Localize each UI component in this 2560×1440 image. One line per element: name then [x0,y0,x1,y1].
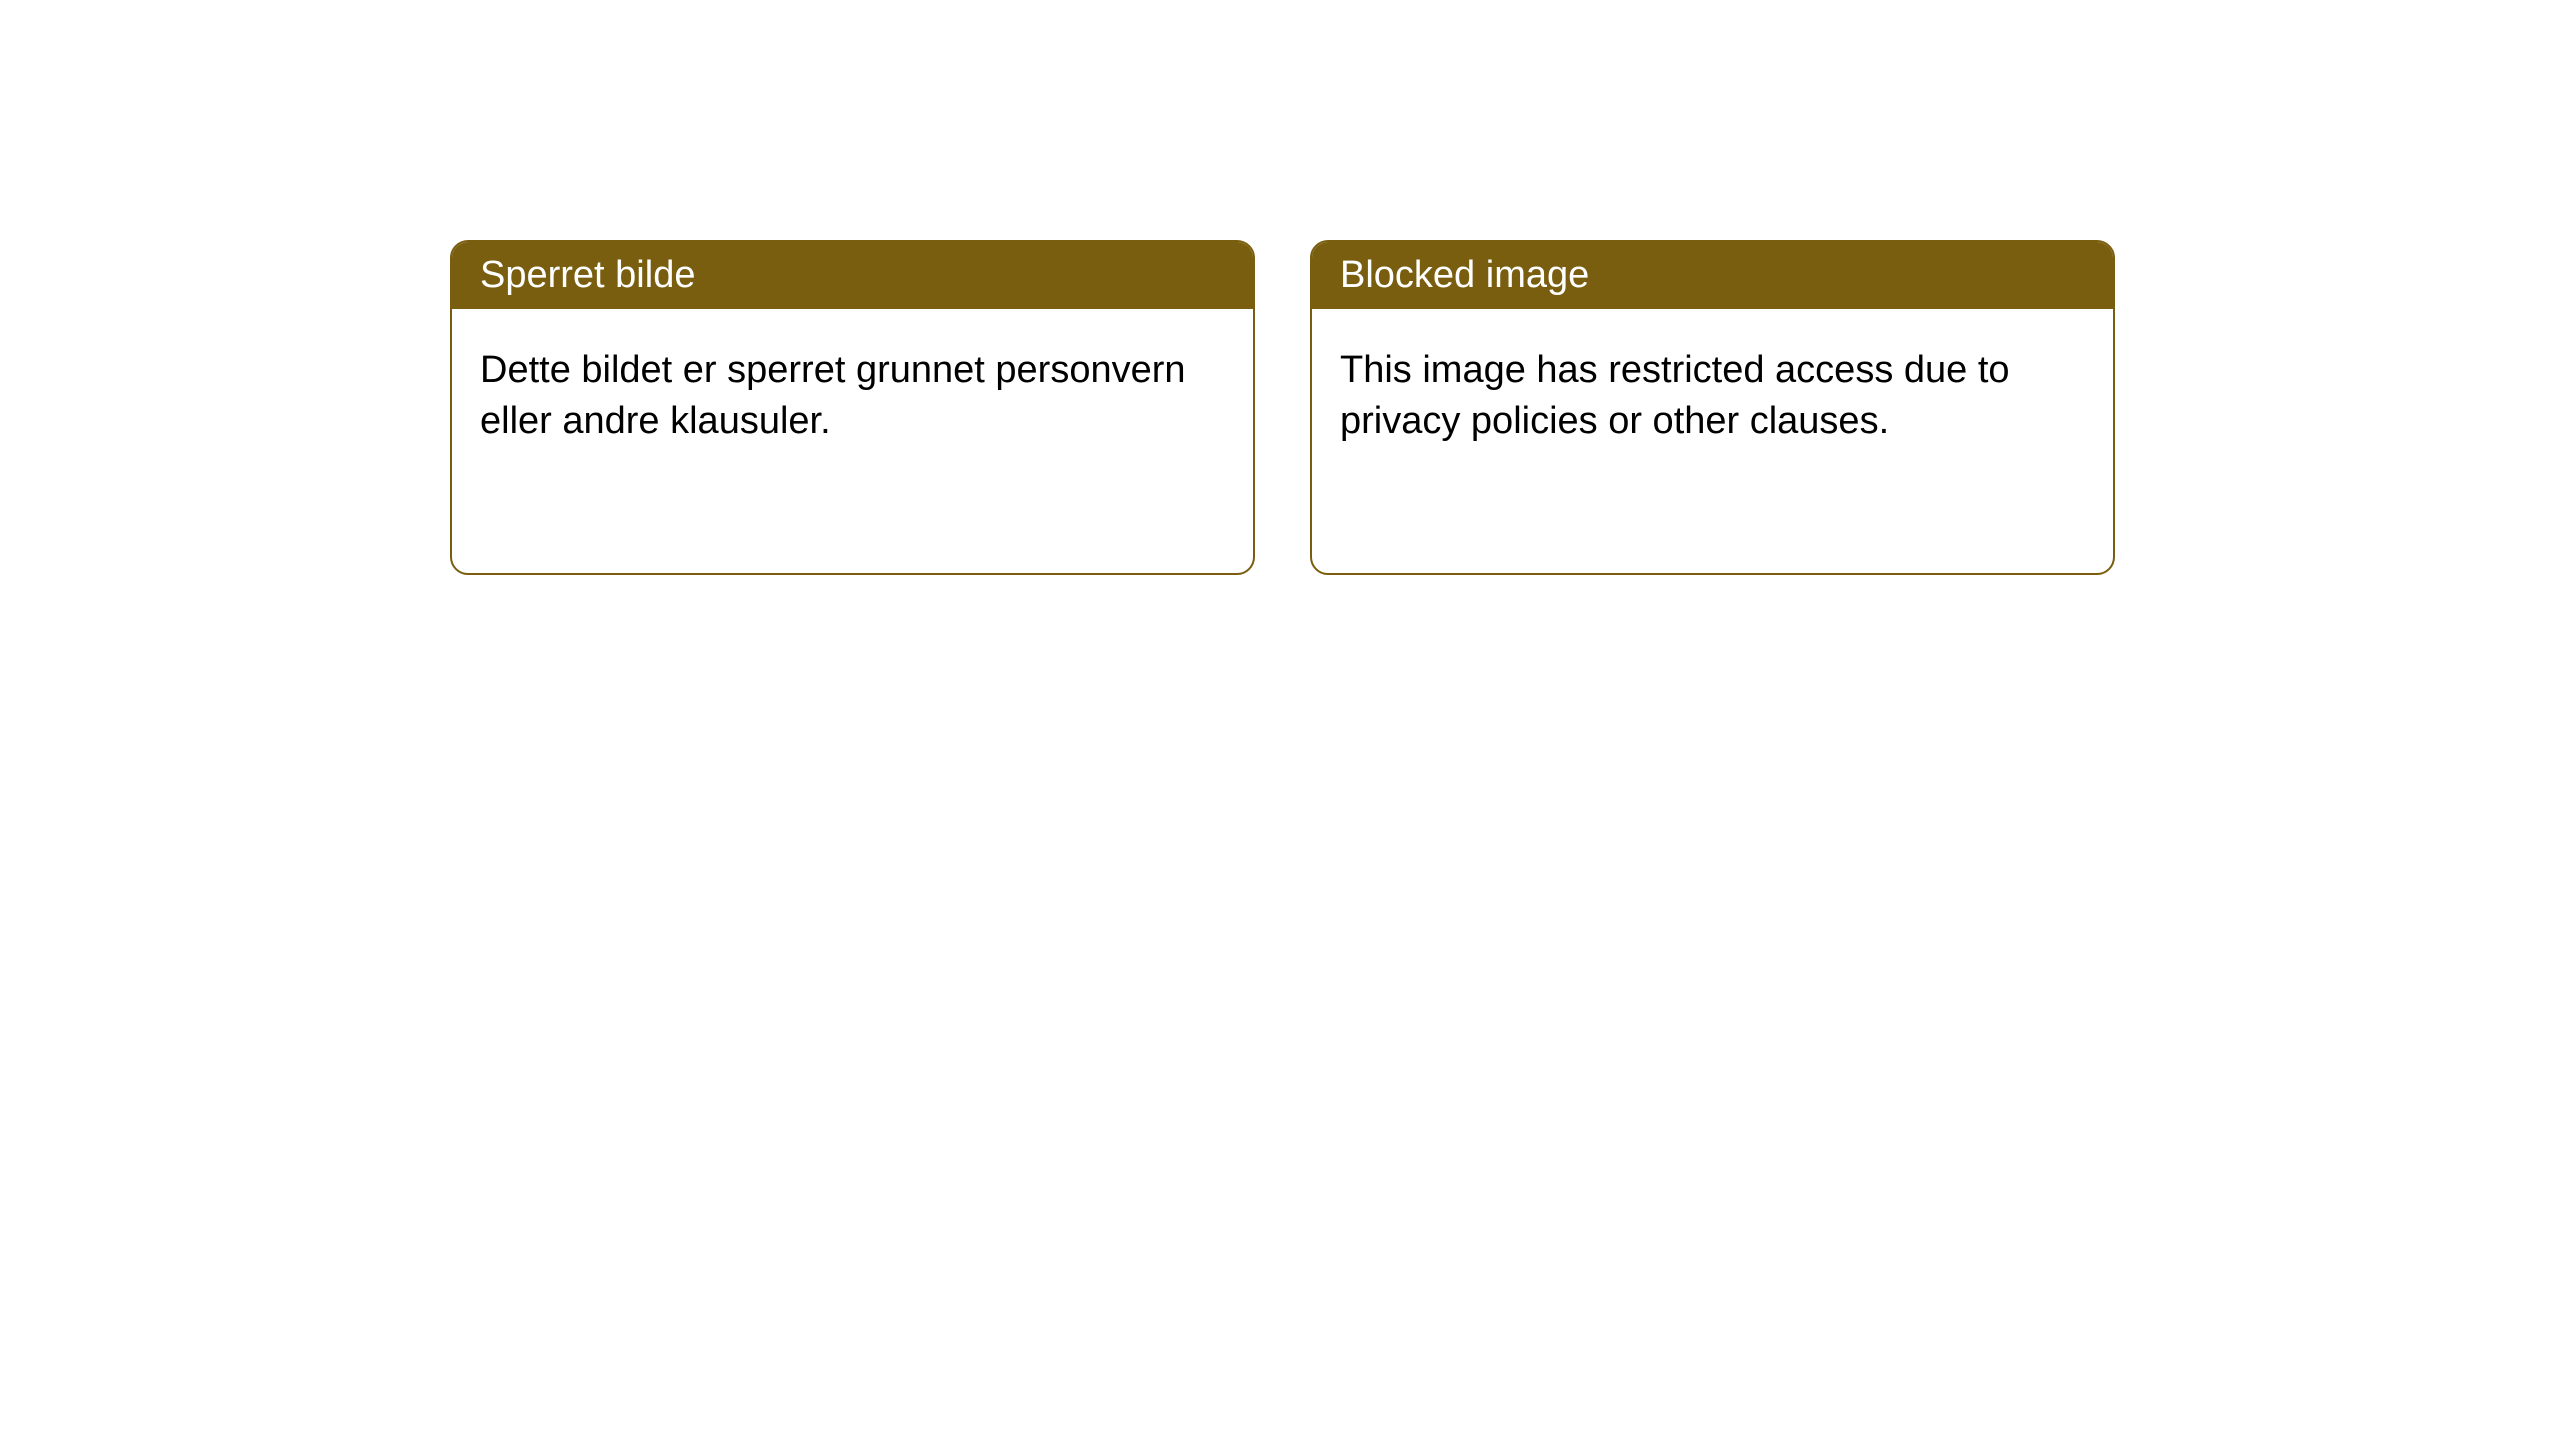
card-body: Dette bildet er sperret grunnet personve… [452,309,1253,484]
card-header: Blocked image [1312,242,2113,309]
card-title: Sperret bilde [480,254,695,296]
notice-card-norwegian: Sperret bilde Dette bildet er sperret gr… [450,240,1255,575]
card-body: This image has restricted access due to … [1312,309,2113,484]
card-body-text: This image has restricted access due to … [1340,349,2010,442]
notice-container: Sperret bilde Dette bildet er sperret gr… [0,0,2560,575]
notice-card-english: Blocked image This image has restricted … [1310,240,2115,575]
card-title: Blocked image [1340,254,1589,296]
card-body-text: Dette bildet er sperret grunnet personve… [480,349,1186,442]
card-header: Sperret bilde [452,242,1253,309]
